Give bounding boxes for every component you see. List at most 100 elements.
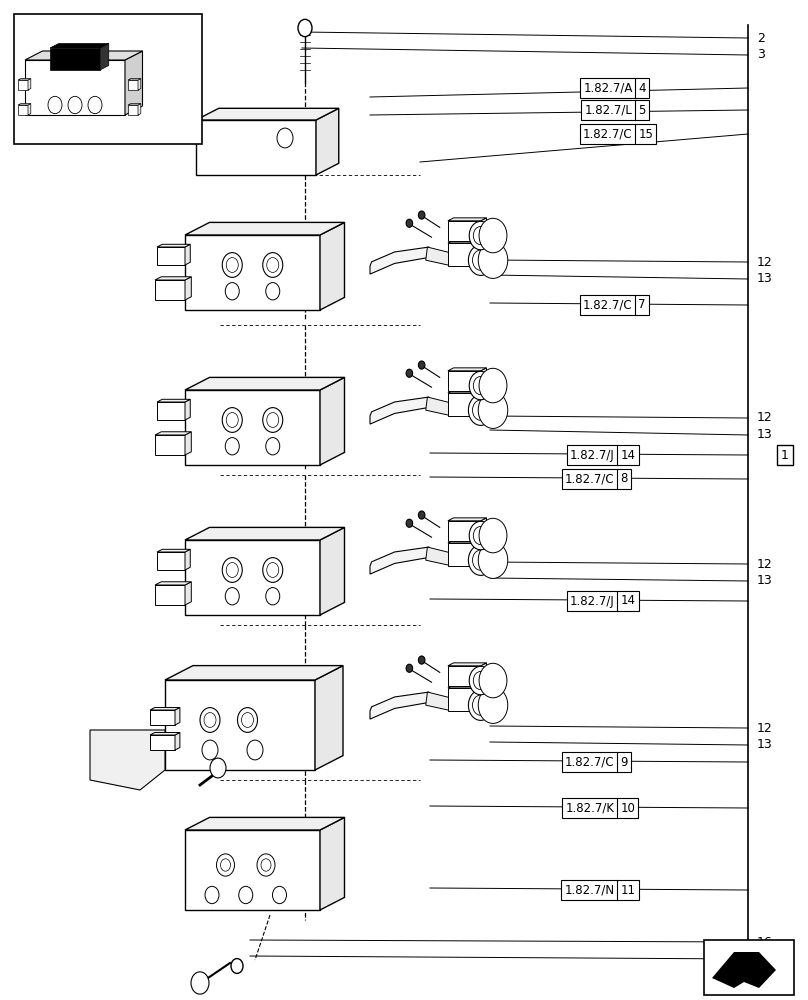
Polygon shape (481, 663, 486, 686)
Polygon shape (712, 952, 776, 988)
Polygon shape (185, 235, 320, 310)
Polygon shape (185, 549, 190, 570)
Text: 1.82.7/J: 1.82.7/J (570, 594, 615, 607)
Circle shape (263, 253, 283, 277)
Polygon shape (185, 582, 191, 605)
Text: 13: 13 (757, 428, 772, 442)
Polygon shape (175, 707, 180, 725)
Text: 8: 8 (621, 473, 628, 486)
Circle shape (478, 687, 507, 723)
Polygon shape (481, 368, 486, 391)
Polygon shape (165, 680, 315, 770)
Polygon shape (128, 104, 141, 105)
Text: 14: 14 (621, 449, 635, 462)
Text: 15: 15 (638, 127, 653, 140)
Circle shape (266, 588, 280, 605)
Polygon shape (157, 244, 190, 247)
Polygon shape (426, 692, 453, 711)
Polygon shape (481, 390, 486, 416)
Polygon shape (157, 247, 185, 265)
Polygon shape (448, 393, 481, 416)
Circle shape (419, 211, 425, 219)
Circle shape (469, 245, 493, 275)
Circle shape (221, 859, 230, 871)
Text: 12: 12 (757, 411, 772, 424)
Circle shape (222, 253, 242, 277)
Text: 1.82.7/C: 1.82.7/C (565, 473, 615, 486)
Polygon shape (185, 244, 190, 265)
Polygon shape (128, 79, 141, 80)
Circle shape (419, 361, 425, 369)
Polygon shape (426, 397, 453, 416)
Circle shape (479, 218, 507, 253)
Circle shape (88, 96, 102, 114)
Circle shape (469, 690, 493, 720)
Polygon shape (185, 277, 191, 300)
Text: 6: 6 (757, 952, 765, 965)
Text: 1.82.7/J: 1.82.7/J (570, 449, 615, 462)
Circle shape (479, 663, 507, 698)
Polygon shape (196, 120, 316, 175)
Polygon shape (320, 817, 344, 910)
Polygon shape (185, 540, 320, 615)
Text: 12: 12 (757, 255, 772, 268)
Circle shape (266, 438, 280, 455)
Text: 1.82.7/K: 1.82.7/K (566, 802, 615, 814)
Circle shape (231, 959, 243, 973)
Circle shape (48, 96, 62, 114)
Polygon shape (196, 108, 339, 120)
Circle shape (277, 128, 293, 148)
Circle shape (200, 708, 220, 732)
Text: 1.82.7/L: 1.82.7/L (585, 104, 633, 116)
Circle shape (479, 368, 507, 403)
Text: 7: 7 (638, 298, 646, 311)
Circle shape (406, 369, 413, 377)
Circle shape (478, 542, 507, 578)
Circle shape (478, 392, 507, 428)
Circle shape (473, 695, 489, 715)
Circle shape (238, 886, 253, 904)
Circle shape (469, 371, 492, 400)
Polygon shape (481, 685, 486, 711)
Polygon shape (157, 549, 190, 552)
Polygon shape (370, 692, 429, 719)
Circle shape (226, 563, 238, 577)
Circle shape (469, 395, 493, 425)
Polygon shape (448, 543, 481, 566)
Circle shape (473, 400, 489, 420)
Circle shape (267, 413, 279, 427)
Polygon shape (481, 218, 486, 241)
Polygon shape (165, 666, 343, 680)
Circle shape (217, 854, 234, 876)
Circle shape (469, 545, 493, 575)
Polygon shape (185, 399, 190, 420)
Circle shape (406, 664, 413, 672)
Text: 1.82.7/C: 1.82.7/C (583, 298, 633, 311)
Polygon shape (128, 105, 138, 115)
Text: 10: 10 (621, 802, 635, 814)
Polygon shape (90, 730, 165, 790)
Text: 14: 14 (621, 594, 635, 607)
Polygon shape (155, 432, 191, 435)
Circle shape (469, 666, 492, 695)
Polygon shape (448, 243, 481, 266)
Polygon shape (448, 518, 486, 521)
Text: 13: 13 (757, 574, 772, 587)
Polygon shape (150, 710, 175, 725)
Text: 16: 16 (757, 936, 772, 948)
Polygon shape (157, 552, 185, 570)
Polygon shape (448, 666, 481, 686)
Circle shape (225, 588, 239, 605)
Polygon shape (50, 48, 100, 70)
Polygon shape (128, 80, 138, 90)
Polygon shape (320, 377, 344, 465)
Polygon shape (448, 390, 486, 393)
Polygon shape (448, 218, 486, 221)
Polygon shape (370, 247, 429, 274)
Polygon shape (448, 521, 481, 541)
Circle shape (473, 250, 489, 270)
Circle shape (263, 558, 283, 582)
Circle shape (419, 656, 425, 664)
Polygon shape (448, 371, 481, 391)
Circle shape (226, 258, 238, 272)
